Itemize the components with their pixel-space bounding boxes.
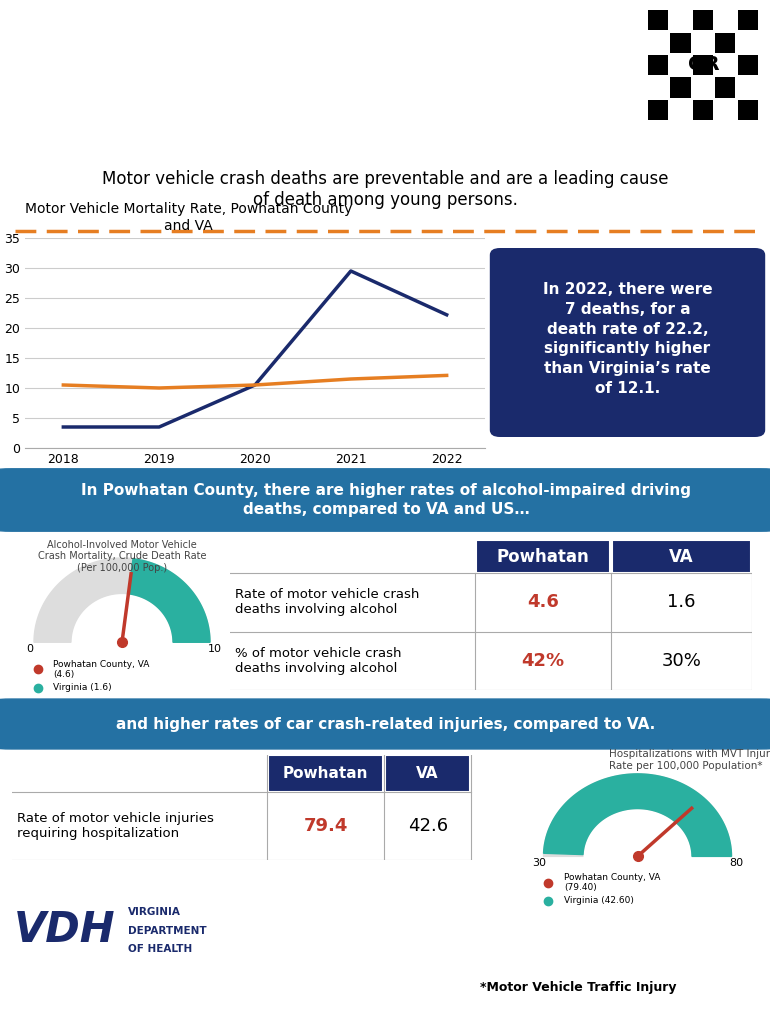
- Text: Hospitalizations with MVT Injury,
Rate per 100,000 Population*: Hospitalizations with MVT Injury, Rate p…: [608, 750, 770, 771]
- Text: OF HEALTH: OF HEALTH: [129, 944, 192, 954]
- Text: Scan the QR code at
the top to provide
input on this topic: Scan the QR code at the top to provide i…: [266, 904, 434, 959]
- Bar: [693, 10, 713, 31]
- Text: 0: 0: [26, 644, 33, 654]
- Text: Rate of motor vehicle injuries
requiring hospitalization: Rate of motor vehicle injuries requiring…: [17, 812, 214, 841]
- Polygon shape: [544, 774, 732, 856]
- Text: Powhatan: Powhatan: [497, 548, 590, 565]
- Bar: [715, 33, 735, 53]
- FancyBboxPatch shape: [268, 755, 383, 792]
- Text: *Motor Vehicle Traffic Injury: *Motor Vehicle Traffic Injury: [480, 981, 677, 993]
- Text: In Powhatan County, there are higher rates of alcohol-impaired driving
deaths, c: In Powhatan County, there are higher rat…: [81, 482, 691, 517]
- Text: Powhatan: Powhatan: [283, 766, 368, 781]
- Text: Motor vehicle crash deaths are preventable and are a leading cause
of death amon: Motor vehicle crash deaths are preventab…: [102, 171, 668, 209]
- Bar: [738, 100, 758, 120]
- Text: 42.6: 42.6: [407, 817, 447, 836]
- Bar: [738, 10, 758, 31]
- Text: Virginia (42.60): Virginia (42.60): [564, 896, 634, 905]
- Text: 80: 80: [729, 858, 743, 868]
- FancyBboxPatch shape: [477, 540, 610, 573]
- Bar: [693, 33, 713, 53]
- Bar: [671, 100, 691, 120]
- Bar: [715, 10, 735, 31]
- Legend: Powhatan, VA: Powhatan, VA: [109, 465, 291, 488]
- Text: VA: VA: [417, 766, 439, 781]
- Text: 30: 30: [532, 858, 546, 868]
- Bar: [738, 55, 758, 75]
- FancyBboxPatch shape: [0, 469, 770, 531]
- Text: VIRGINIA: VIRGINIA: [129, 907, 181, 916]
- Text: Powhatan County, VA
(4.6): Powhatan County, VA (4.6): [53, 659, 149, 679]
- Text: 79.4: 79.4: [303, 817, 348, 836]
- Bar: [715, 55, 735, 75]
- Bar: [648, 10, 668, 31]
- Bar: [648, 100, 668, 120]
- Text: and higher rates of car crash-related injuries, compared to VA.: and higher rates of car crash-related in…: [116, 717, 655, 731]
- Text: 1.6: 1.6: [668, 593, 696, 611]
- Polygon shape: [34, 558, 210, 642]
- Text: VA: VA: [669, 548, 694, 565]
- FancyBboxPatch shape: [612, 540, 751, 573]
- Text: Motor Vehicle Injury and Death: Motor Vehicle Injury and Death: [16, 96, 602, 129]
- Bar: [671, 55, 691, 75]
- Bar: [693, 78, 713, 97]
- Text: QR: QR: [688, 54, 720, 74]
- Text: 30%: 30%: [661, 651, 701, 670]
- Polygon shape: [544, 774, 732, 856]
- Text: 42%: 42%: [521, 651, 564, 670]
- FancyBboxPatch shape: [385, 755, 470, 792]
- Text: Powhatan County, VA
(79.40): Powhatan County, VA (79.40): [564, 873, 661, 893]
- Text: Motor Vehicle Mortality Rate, Powhatan County
and VA: Motor Vehicle Mortality Rate, Powhatan C…: [25, 203, 353, 232]
- Bar: [671, 33, 691, 53]
- Bar: [648, 55, 668, 75]
- Text: Rate of motor vehicle crash
deaths involving alcohol: Rate of motor vehicle crash deaths invol…: [235, 588, 420, 616]
- Bar: [693, 55, 713, 75]
- Text: Virginia (1.6): Virginia (1.6): [53, 683, 112, 692]
- FancyBboxPatch shape: [0, 699, 770, 749]
- Bar: [738, 33, 758, 53]
- Bar: [648, 33, 668, 53]
- Bar: [693, 100, 713, 120]
- Text: Alcohol-Involved Motor Vehicle
Crash Mortality, Crude Death Rate
(Per 100,000 Po: Alcohol-Involved Motor Vehicle Crash Mor…: [38, 540, 206, 572]
- Polygon shape: [129, 559, 210, 642]
- Bar: [715, 78, 735, 97]
- Text: VDH: VDH: [15, 909, 116, 951]
- FancyBboxPatch shape: [490, 248, 765, 437]
- Text: 10: 10: [207, 644, 222, 654]
- Text: In 2022, there were
7 deaths, for a
death rate of 22.2,
significantly higher
tha: In 2022, there were 7 deaths, for a deat…: [543, 282, 712, 396]
- Text: % of motor vehicle crash
deaths involving alcohol: % of motor vehicle crash deaths involvin…: [235, 647, 402, 675]
- Bar: [671, 78, 691, 97]
- Bar: [671, 10, 691, 31]
- Text: 4.6: 4.6: [527, 593, 559, 611]
- Text: United States (2.3): United States (2.3): [53, 701, 139, 711]
- Bar: [648, 78, 668, 97]
- Bar: [738, 78, 758, 97]
- Text: DEPARTMENT: DEPARTMENT: [129, 926, 207, 936]
- Bar: [715, 100, 735, 120]
